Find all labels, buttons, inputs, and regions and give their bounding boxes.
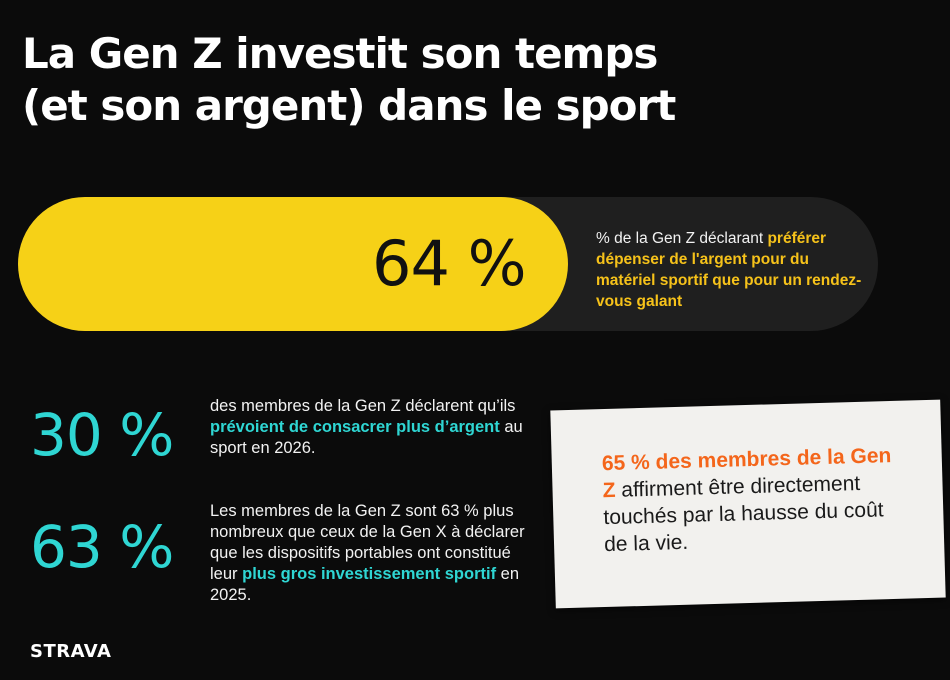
highlight-stat-description: % de la Gen Z déclarant préférer dépense… [596, 228, 871, 312]
page-title-line-1: La Gen Z investit son temps [22, 29, 658, 78]
stat-value-2: 63 % [30, 513, 174, 581]
highlight-stat-value: 64 % [372, 227, 527, 300]
stat-text-after-2: en 2025. [210, 565, 520, 604]
sticky-note-text: 65 % des membres de la Gen Z affirment ê… [602, 442, 905, 558]
stat-text-2: Les membres de la Gen Z sont 63 % plus n… [210, 502, 525, 583]
stat-value-1: 30 % [30, 401, 174, 469]
stat-text-after-1: au sport en 2026. [210, 418, 523, 457]
stat-emphasis-1: prévoient de consacrer plus d’argent [210, 418, 500, 436]
stat-description-2: Les membres de la Gen Z sont 63 % plus n… [210, 501, 530, 606]
page-title: La Gen Z investit son temps (et son arge… [22, 28, 922, 132]
highlight-stat-emphasis: préférer dépenser de l'argent pour du ma… [596, 230, 862, 310]
stat-emphasis-2: plus gros investissement sportif [242, 565, 497, 583]
stat-text-1: des membres de la Gen Z déclarent qu’ils [210, 397, 516, 415]
progress-pill-fill [18, 197, 569, 331]
strava-logo: STRAVA [30, 641, 112, 662]
page-title-line-2: (et son argent) dans le sport [22, 81, 676, 130]
sticky-note-body: affirment être directement touchés par l… [603, 472, 884, 557]
stat-description-1: des membres de la Gen Z déclarent qu’ils… [210, 396, 530, 459]
progress-pill-track [18, 197, 878, 331]
highlight-stat-text: % de la Gen Z déclarant [596, 230, 768, 247]
